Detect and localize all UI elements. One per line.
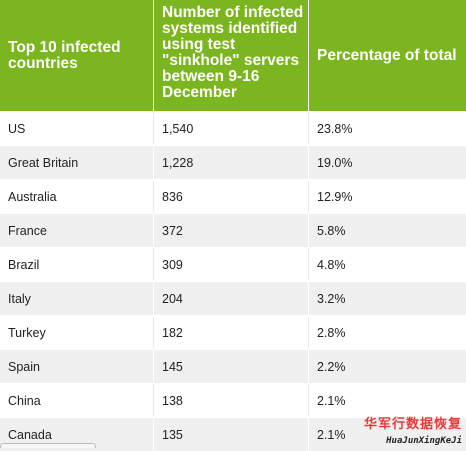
table-row: Italy 204 3.2% bbox=[0, 281, 466, 315]
cell-percent: 19.0% bbox=[317, 155, 353, 170]
watermark-subtitle: HuaJunXingKeJi bbox=[386, 436, 462, 446]
cell-country: Great Britain bbox=[0, 146, 154, 179]
cell-count: 1,540 bbox=[154, 112, 309, 145]
cell-country: Brazil bbox=[0, 248, 154, 281]
table-row: France 372 5.8% bbox=[0, 213, 466, 247]
cell-percent: 2.1% bbox=[317, 427, 346, 442]
watermark-logo: 华军行数据恢复 bbox=[363, 417, 462, 432]
header-country: Top 10 infected countries bbox=[0, 0, 154, 111]
header-percent: Percentage of total bbox=[317, 46, 457, 64]
cell-percent: 2.8% bbox=[317, 325, 346, 340]
cell-country: Australia bbox=[0, 180, 154, 213]
table-row: China 138 2.1% bbox=[0, 383, 466, 417]
cell-percent: 4.8% bbox=[317, 257, 346, 272]
cell-country: Spain bbox=[0, 350, 154, 383]
cell-count: 836 bbox=[154, 180, 309, 213]
cell-count: 1,228 bbox=[154, 146, 309, 179]
cell-country: Canada bbox=[0, 418, 154, 451]
cell-country: France bbox=[0, 214, 154, 247]
cell-percent: 12.9% bbox=[317, 189, 353, 204]
table-row: Great Britain 1,228 19.0% bbox=[0, 145, 466, 179]
table-row: Australia 836 12.9% bbox=[0, 179, 466, 213]
header-count: Number of infected systems identified us… bbox=[154, 0, 309, 111]
table-row: Spain 145 2.2% bbox=[0, 349, 466, 383]
cell-count: 372 bbox=[154, 214, 309, 247]
cell-count: 309 bbox=[154, 248, 309, 281]
cell-count: 204 bbox=[154, 282, 309, 315]
cell-country: Italy bbox=[0, 282, 154, 315]
cell-percent: 3.2% bbox=[317, 291, 346, 306]
table-body: US 1,540 23.8% Great Britain 1,228 19.0% Austr… bbox=[0, 111, 466, 451]
cell-count: 145 bbox=[154, 350, 309, 383]
cell-country: Turkey bbox=[0, 316, 154, 349]
cell-percent: 2.2% bbox=[317, 359, 346, 374]
cell-country: China bbox=[0, 384, 154, 417]
table-row: Turkey 182 2.8% bbox=[0, 315, 466, 349]
cell-country: US bbox=[0, 112, 154, 145]
cell-percent: 23.8% bbox=[317, 121, 353, 136]
cell-percent: 5.8% bbox=[317, 223, 346, 238]
cell-count: 135 bbox=[154, 418, 309, 451]
cell-count: 138 bbox=[154, 384, 309, 417]
cell-percent: 2.1% bbox=[317, 393, 346, 408]
scrollbar-stub[interactable] bbox=[0, 443, 96, 448]
table-header: Top 10 infected countries Number of infe… bbox=[0, 0, 466, 111]
table-row: Brazil 309 4.8% bbox=[0, 247, 466, 281]
table-row: US 1,540 23.8% bbox=[0, 111, 466, 145]
cell-count: 182 bbox=[154, 316, 309, 349]
